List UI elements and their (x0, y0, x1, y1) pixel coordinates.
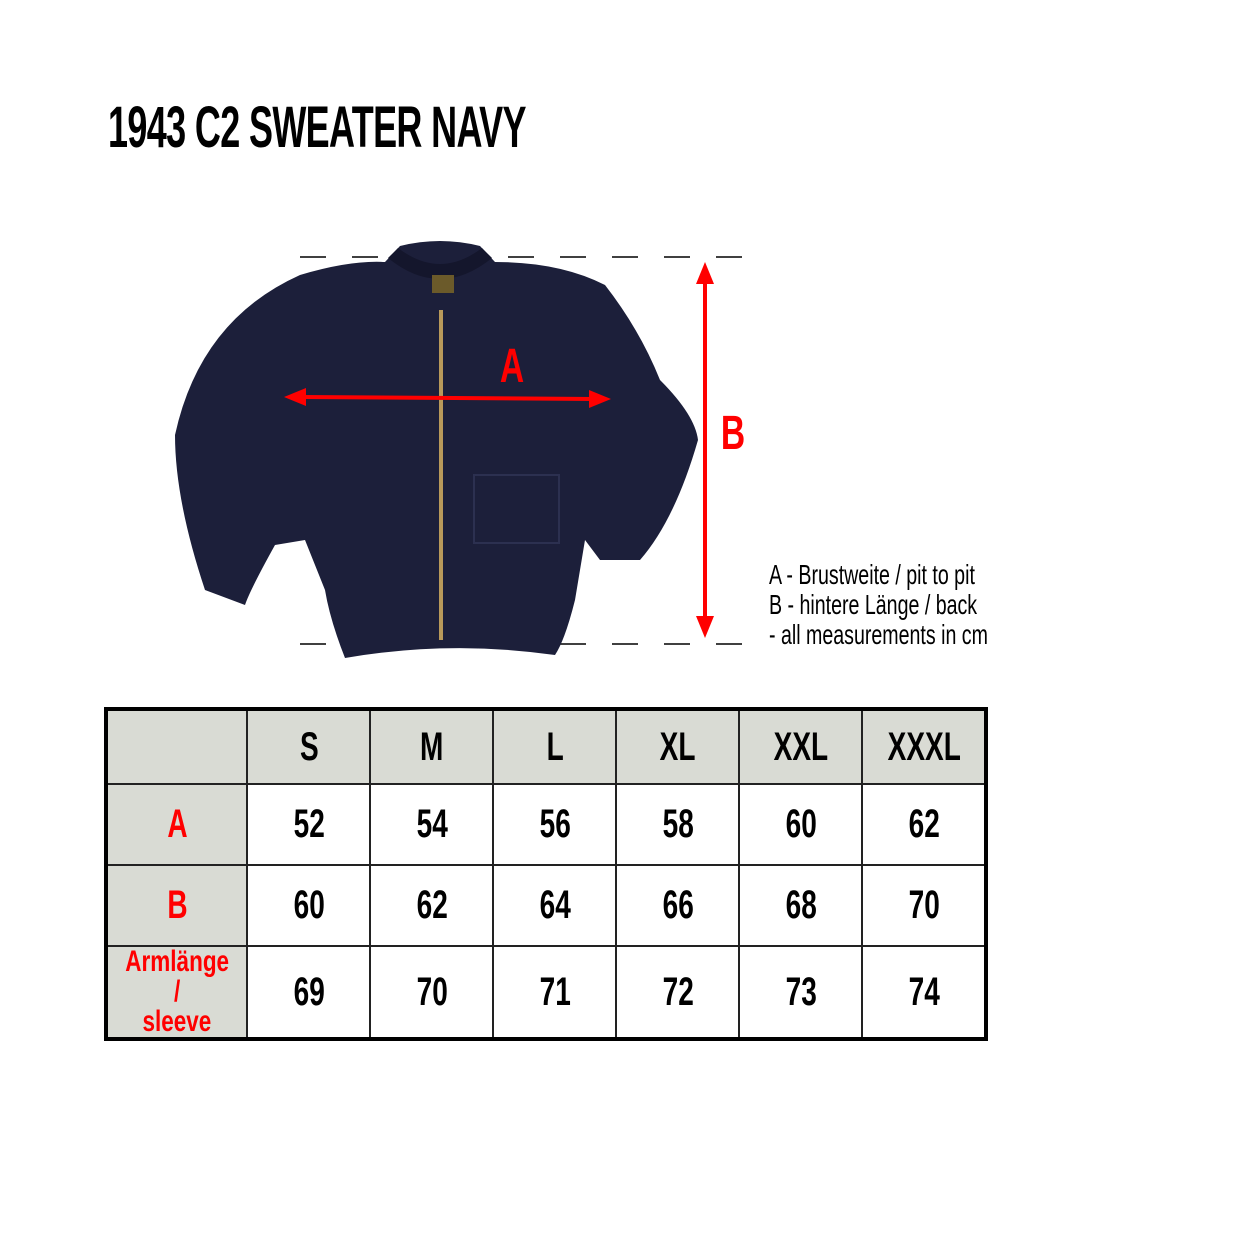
table-cell: 60 (246, 864, 372, 947)
table-cell: 69 (246, 945, 372, 1040)
size-header: S (246, 708, 372, 785)
table-cell: 62 (369, 864, 495, 947)
arrow-a (284, 388, 611, 408)
table-cell: 60 (738, 783, 864, 866)
size-header-row: S M L XL XXL XXXL (104, 708, 988, 785)
table-cell: 52 (246, 783, 372, 866)
size-header: M (369, 708, 495, 785)
sweater-measurement-diagram: A B (175, 241, 745, 658)
table-cell: 70 (861, 864, 988, 947)
table-row-b: B 60 62 64 66 68 70 (104, 864, 988, 947)
size-header: XXXL (861, 708, 988, 785)
legend-item-units: - all measurements in cm (769, 619, 988, 650)
size-header: L (492, 708, 618, 785)
table-cell: 68 (738, 864, 864, 947)
table-cell: 62 (861, 783, 988, 866)
sweater-image (175, 241, 698, 658)
label-a: A (500, 338, 524, 392)
table-row-a: A 52 54 56 58 60 62 (104, 783, 988, 866)
row-label: A (104, 783, 249, 866)
corner-cell (104, 708, 249, 785)
table-cell: 74 (861, 945, 988, 1040)
arrow-b (696, 262, 714, 638)
label-b: B (721, 405, 745, 459)
size-header: XXL (738, 708, 864, 785)
size-header: XL (615, 708, 741, 785)
table-cell: 70 (369, 945, 495, 1040)
row-label: Armlänge / sleeve (104, 945, 249, 1040)
table-cell: 58 (615, 783, 741, 866)
table-row-sleeve: Armlänge / sleeve 69 70 71 72 73 74 (104, 945, 988, 1040)
legend-item-b: B - hintere Länge / back (769, 589, 978, 620)
table-cell: 64 (492, 864, 618, 947)
table-cell: 66 (615, 864, 741, 947)
table-cell: 71 (492, 945, 618, 1040)
page-title: 1943 C2 SWEATER NAVY (108, 95, 527, 160)
table-cell: 54 (369, 783, 495, 866)
table-cell: 73 (738, 945, 864, 1040)
table-cell: 72 (615, 945, 741, 1040)
table-cell: 56 (492, 783, 618, 866)
size-table: S M L XL XXL XXXL A 52 54 56 58 60 62 B … (104, 707, 989, 1041)
row-label: B (104, 864, 249, 947)
measurement-legend: A - Brustweite / pit to pit B - hintere … (769, 560, 1082, 650)
legend-item-a: A - Brustweite / pit to pit (769, 559, 975, 590)
